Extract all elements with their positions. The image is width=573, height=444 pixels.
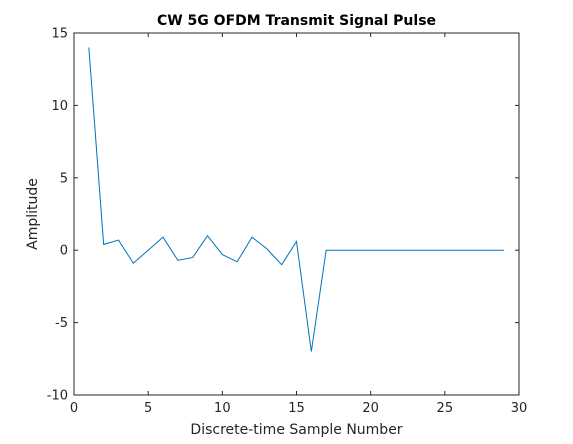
x-tick-label: 10 (214, 401, 231, 416)
y-tick-label: -10 (47, 389, 68, 404)
x-tick-label: 20 (362, 401, 379, 416)
y-axis-label: Amplitude (25, 178, 41, 250)
series-line (88, 47, 505, 352)
y-tick-label: 0 (60, 244, 68, 259)
x-tick-label: 5 (144, 401, 152, 416)
y-tick-label: 5 (60, 171, 68, 186)
y-tick-label: 15 (51, 27, 68, 42)
chart-title: CW 5G OFDM Transmit Signal Pulse (157, 13, 436, 29)
x-axis-label: Discrete-time Sample Number (190, 422, 402, 438)
x-tick-label: 25 (437, 401, 454, 416)
x-tick-label: 0 (70, 401, 78, 416)
y-tick-label: 10 (51, 99, 68, 114)
tick-group: 0 5 10 15 20 25 30 -10 -5 0 5 10 15 (47, 27, 528, 417)
plot-area (73, 32, 520, 396)
x-tick-label: 30 (511, 401, 528, 416)
series-layer (88, 47, 505, 352)
y-tick-label: -5 (55, 316, 68, 331)
x-tick-label: 15 (288, 401, 305, 416)
